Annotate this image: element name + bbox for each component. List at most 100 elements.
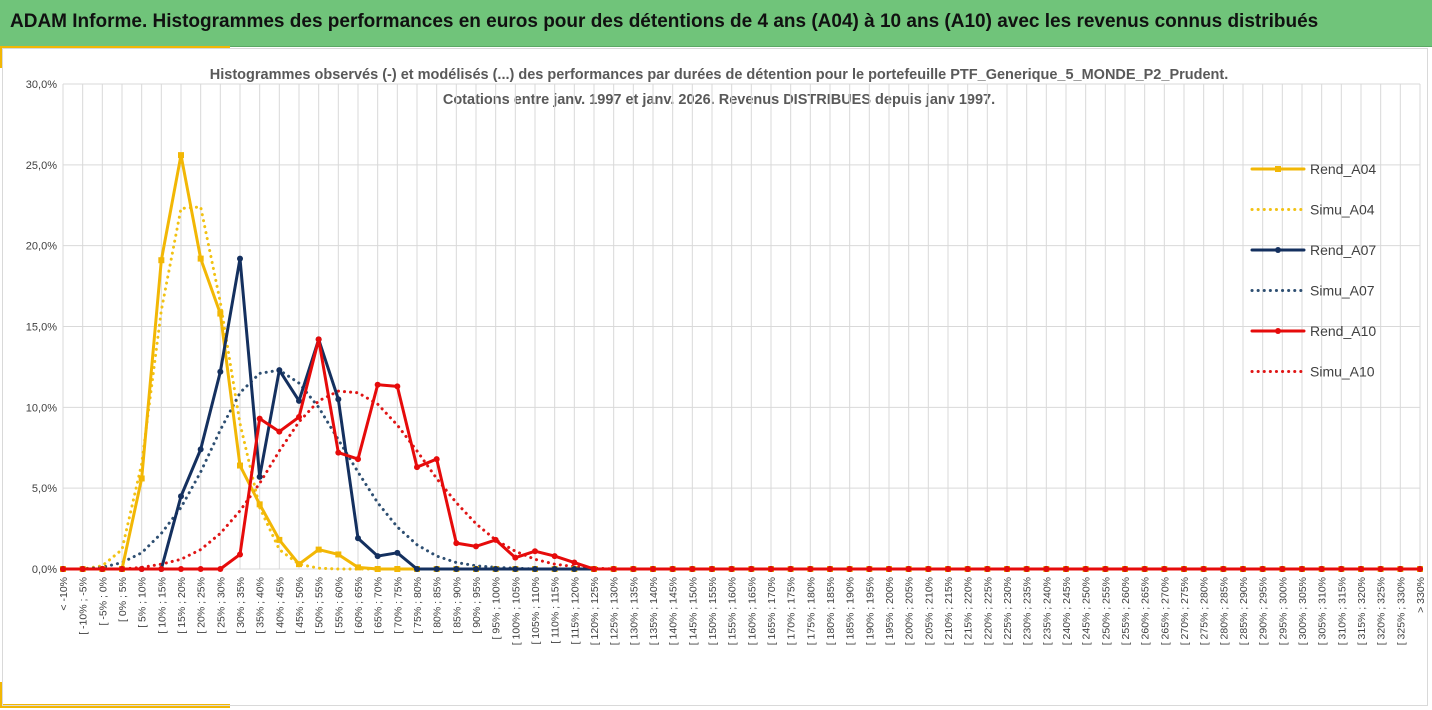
accent-bar-left <box>0 46 3 68</box>
legend-item-simu-a10: Simu_A10 <box>1250 364 1375 380</box>
data-point <box>237 462 243 469</box>
data-point <box>1220 566 1227 572</box>
series-line <box>61 153 1422 571</box>
series-line <box>61 389 1422 571</box>
x-tick-label: [ 120% ; 125% <box>589 577 601 645</box>
data-point <box>335 396 342 403</box>
series-rend-a10 <box>60 336 1423 572</box>
x-tick-label: [ 195% ; 200% <box>884 577 896 645</box>
x-tick-label: [ 270% ; 275% <box>1179 577 1191 645</box>
data-point <box>512 554 519 561</box>
series-layer <box>60 152 1423 572</box>
data-point <box>256 501 263 508</box>
data-point <box>197 566 204 572</box>
legend-marker <box>1275 247 1281 253</box>
data-point <box>1102 566 1109 572</box>
x-tick-label: < -10% <box>58 577 70 611</box>
x-tick-label: [ 295% ; 300% <box>1277 577 1289 645</box>
data-point <box>296 561 302 568</box>
x-tick-label: [ 40% ; 45% <box>274 577 286 634</box>
x-tick-label: [ 140% ; 145% <box>668 577 680 645</box>
data-point <box>79 566 86 572</box>
data-point <box>689 566 696 572</box>
x-tick-label: [ 100% ; 105% <box>510 577 522 645</box>
x-tick-label: [ 15% ; 20% <box>176 577 188 634</box>
chart-title-line-1: Histogrammes observés (-) et modélisés (… <box>210 67 1229 83</box>
data-point <box>925 566 932 572</box>
data-point <box>1043 566 1050 572</box>
data-point <box>1161 566 1168 572</box>
data-point <box>433 456 440 463</box>
grid-lines <box>62 83 1421 570</box>
x-tick-label: [ 110% ; 115% <box>550 577 562 644</box>
data-point <box>1279 566 1286 572</box>
legend-item-rend-a10: Rend_A10 <box>1250 323 1376 339</box>
data-point <box>217 368 224 375</box>
data-point <box>709 566 715 572</box>
data-point <box>512 566 519 572</box>
x-tick-label: [ 35% ; 40% <box>255 577 267 634</box>
data-point <box>807 566 814 572</box>
data-point <box>60 566 66 572</box>
data-point <box>1358 566 1364 572</box>
data-point <box>217 310 224 317</box>
data-point <box>355 535 361 542</box>
accent-bar-bottom <box>0 704 230 708</box>
data-point <box>276 367 283 374</box>
data-point <box>1200 566 1207 572</box>
x-tick-label: [ 145% ; 150% <box>687 577 699 645</box>
data-point <box>256 473 263 480</box>
x-tick-label: [ 200% ; 205% <box>904 577 916 645</box>
y-tick-label: 0,0% <box>32 564 57 576</box>
data-point <box>571 566 578 572</box>
x-tick-label: [ 25% ; 30% <box>215 577 227 634</box>
x-tick-label: [ 75% ; 80% <box>412 577 424 634</box>
x-tick-label: [ 80% ; 85% <box>432 577 444 634</box>
x-tick-label: [ 190% ; 195% <box>864 577 876 645</box>
data-point <box>237 255 243 262</box>
legend-item-simu-a04: Simu_A04 <box>1250 202 1375 218</box>
data-point <box>1397 566 1404 572</box>
x-tick-label: [ 5% ; 10% <box>137 577 149 628</box>
data-point <box>394 566 401 572</box>
data-point <box>276 428 283 435</box>
legend-label: Rend_A04 <box>1310 161 1376 177</box>
x-tick-label: [ 0% ; 5% <box>117 577 129 622</box>
x-tick-label: [ 210% ; 215% <box>943 577 955 645</box>
x-tick-label: [ 30% ; 35% <box>235 577 247 634</box>
x-tick-label: [ 235% ; 240% <box>1041 577 1053 645</box>
data-point <box>1004 566 1010 572</box>
data-point <box>473 566 479 572</box>
data-point <box>1417 566 1423 572</box>
legend-item-simu-a07: Simu_A07 <box>1250 283 1375 299</box>
x-tick-label: [ 255% ; 260% <box>1120 577 1132 645</box>
x-tick-label: [ 175% ; 180% <box>805 577 817 645</box>
series-line <box>61 257 1422 571</box>
data-point <box>473 543 479 550</box>
data-point <box>1181 566 1187 572</box>
x-tick-label: [ 265% ; 270% <box>1159 577 1171 645</box>
data-point <box>1377 566 1384 572</box>
data-point <box>846 566 853 572</box>
legend-label: Rend_A10 <box>1310 323 1376 339</box>
x-tick-label: [ 250% ; 255% <box>1100 577 1112 645</box>
x-tick-label: [ 95% ; 100% <box>491 577 503 639</box>
data-point <box>1338 566 1345 572</box>
data-point <box>1122 566 1128 572</box>
x-tick-label: [ 185% ; 190% <box>845 577 857 645</box>
x-tick-label: [ 305% ; 310% <box>1317 577 1329 645</box>
data-point <box>374 381 381 388</box>
x-axis-ticks: < -10% [ -10% ; -5% [ -5% ; 0% [ 0% ; 5% [ 5… <box>58 577 1427 645</box>
data-point <box>532 566 538 572</box>
y-tick-label: 25,0% <box>26 160 57 172</box>
data-point <box>492 536 499 543</box>
data-point <box>414 566 420 572</box>
x-tick-label: [ 285% ; 290% <box>1238 577 1250 645</box>
data-point <box>650 566 656 572</box>
data-point <box>178 152 184 159</box>
x-tick-label: [ 325% ; 330% <box>1395 577 1407 645</box>
x-tick-label: [ 245% ; 250% <box>1081 577 1093 645</box>
x-tick-label: [ -5% ; 0% <box>97 577 109 625</box>
x-tick-label: [ 320% ; 325% <box>1376 577 1388 645</box>
